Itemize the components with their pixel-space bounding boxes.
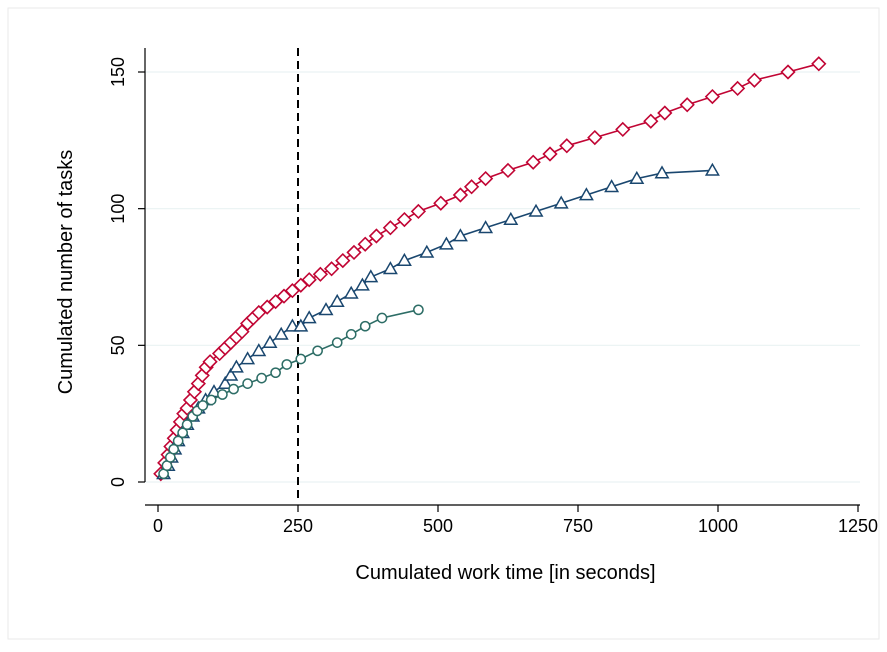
data-point-triangle <box>223 367 239 381</box>
data-point-diamond <box>679 97 695 113</box>
data-point-diamond <box>811 56 827 72</box>
data-point-diamond <box>525 154 541 170</box>
data-point-circle <box>172 435 184 447</box>
data-point-triangle <box>654 165 670 179</box>
data-point-triangle <box>217 375 233 389</box>
data-point-diamond <box>657 105 673 121</box>
data-point-diamond <box>368 228 385 244</box>
data-point-triangle <box>452 228 468 242</box>
data-point-triangle <box>262 334 278 348</box>
y-tick-label: 0 <box>108 477 128 487</box>
data-point-diamond <box>587 129 603 146</box>
data-point-diamond <box>500 162 516 179</box>
data-point-triangle <box>419 244 435 258</box>
data-point-triangle <box>329 293 345 307</box>
data-point-triangle <box>704 162 720 176</box>
data-point-triangle <box>228 359 244 373</box>
data-point-circle <box>331 337 343 348</box>
data-point-circle <box>205 394 217 406</box>
data-point-circle <box>228 383 239 395</box>
data-point-diamond <box>643 113 659 129</box>
data-point-circle <box>376 312 388 324</box>
x-tick-label: 500 <box>423 516 453 536</box>
data-point-diamond <box>477 170 494 187</box>
data-point-triangle <box>382 261 398 275</box>
data-point-diamond <box>335 252 351 269</box>
data-point-circle <box>270 367 281 379</box>
y-tick-label: 50 <box>108 335 128 355</box>
data-point-diamond <box>323 261 340 277</box>
data-point-triangle <box>273 326 289 340</box>
data-point-triangle <box>528 203 544 217</box>
series-circle <box>158 304 424 480</box>
data-point-triangle <box>503 211 519 225</box>
data-point-diamond <box>396 211 413 228</box>
data-point-diamond <box>382 220 399 236</box>
data-point-triangle <box>396 252 412 266</box>
data-point-diamond <box>312 266 329 282</box>
data-point-circle <box>312 345 323 357</box>
data-point-triangle <box>629 170 645 184</box>
data-point-circle <box>281 359 293 370</box>
data-point-circle <box>168 443 180 455</box>
data-point-circle <box>242 378 253 389</box>
data-point-diamond <box>410 203 427 220</box>
data-point-triangle <box>604 179 620 193</box>
y-axis-title: Cumulated number of tasks <box>55 150 77 395</box>
x-tick-label: 0 <box>153 516 163 536</box>
data-point-triangle <box>478 220 494 234</box>
data-point-diamond <box>559 138 575 154</box>
data-point-circle <box>345 329 357 340</box>
data-point-circle <box>181 419 193 430</box>
data-point-triangle <box>553 195 569 209</box>
axis-layer: 0 50 100 150 0 250 500 750 1000 1250 <box>108 48 878 536</box>
x-tick-label: 750 <box>563 516 593 536</box>
data-point-diamond <box>746 72 763 88</box>
data-point-diamond <box>542 146 558 162</box>
data-point-diamond <box>729 80 746 97</box>
data-point-triangle <box>438 236 454 250</box>
data-point-triangle <box>293 318 309 332</box>
data-point-circle <box>177 427 188 439</box>
data-point-circle <box>413 304 424 316</box>
y-tick-label: 150 <box>108 57 128 87</box>
data-point-triangle <box>354 277 370 291</box>
data-point-triangle <box>363 269 379 283</box>
chart-background <box>7 7 880 640</box>
data-point-diamond <box>704 88 721 105</box>
data-point-circle <box>295 353 307 365</box>
x-tick-label: 1000 <box>698 516 738 536</box>
data-point-diamond <box>780 64 796 80</box>
data-point-diamond <box>301 272 317 288</box>
data-point-triangle <box>251 343 267 357</box>
data-point-triangle <box>240 351 256 365</box>
data-point-diamond <box>357 236 373 252</box>
data-point-diamond <box>433 195 449 211</box>
data-point-diamond <box>452 187 469 203</box>
series-layer <box>153 56 827 482</box>
data-point-circle <box>197 400 209 411</box>
x-tick-label: 1250 <box>838 516 878 536</box>
data-point-diamond <box>615 121 631 138</box>
data-point-circle <box>217 389 228 400</box>
data-point-diamond <box>346 244 362 261</box>
y-tick-label: 100 <box>108 194 128 224</box>
data-point-triangle <box>318 302 334 316</box>
data-point-circle <box>256 372 267 384</box>
x-tick-label: 250 <box>283 516 313 536</box>
data-point-diamond <box>463 179 480 195</box>
data-point-triangle <box>343 285 359 299</box>
data-point-triangle <box>301 310 317 324</box>
data-point-triangle <box>578 187 594 201</box>
data-point-diamond <box>202 354 218 370</box>
data-point-circle <box>359 320 371 332</box>
x-axis-title: Cumulated work time [in seconds] <box>355 562 655 584</box>
